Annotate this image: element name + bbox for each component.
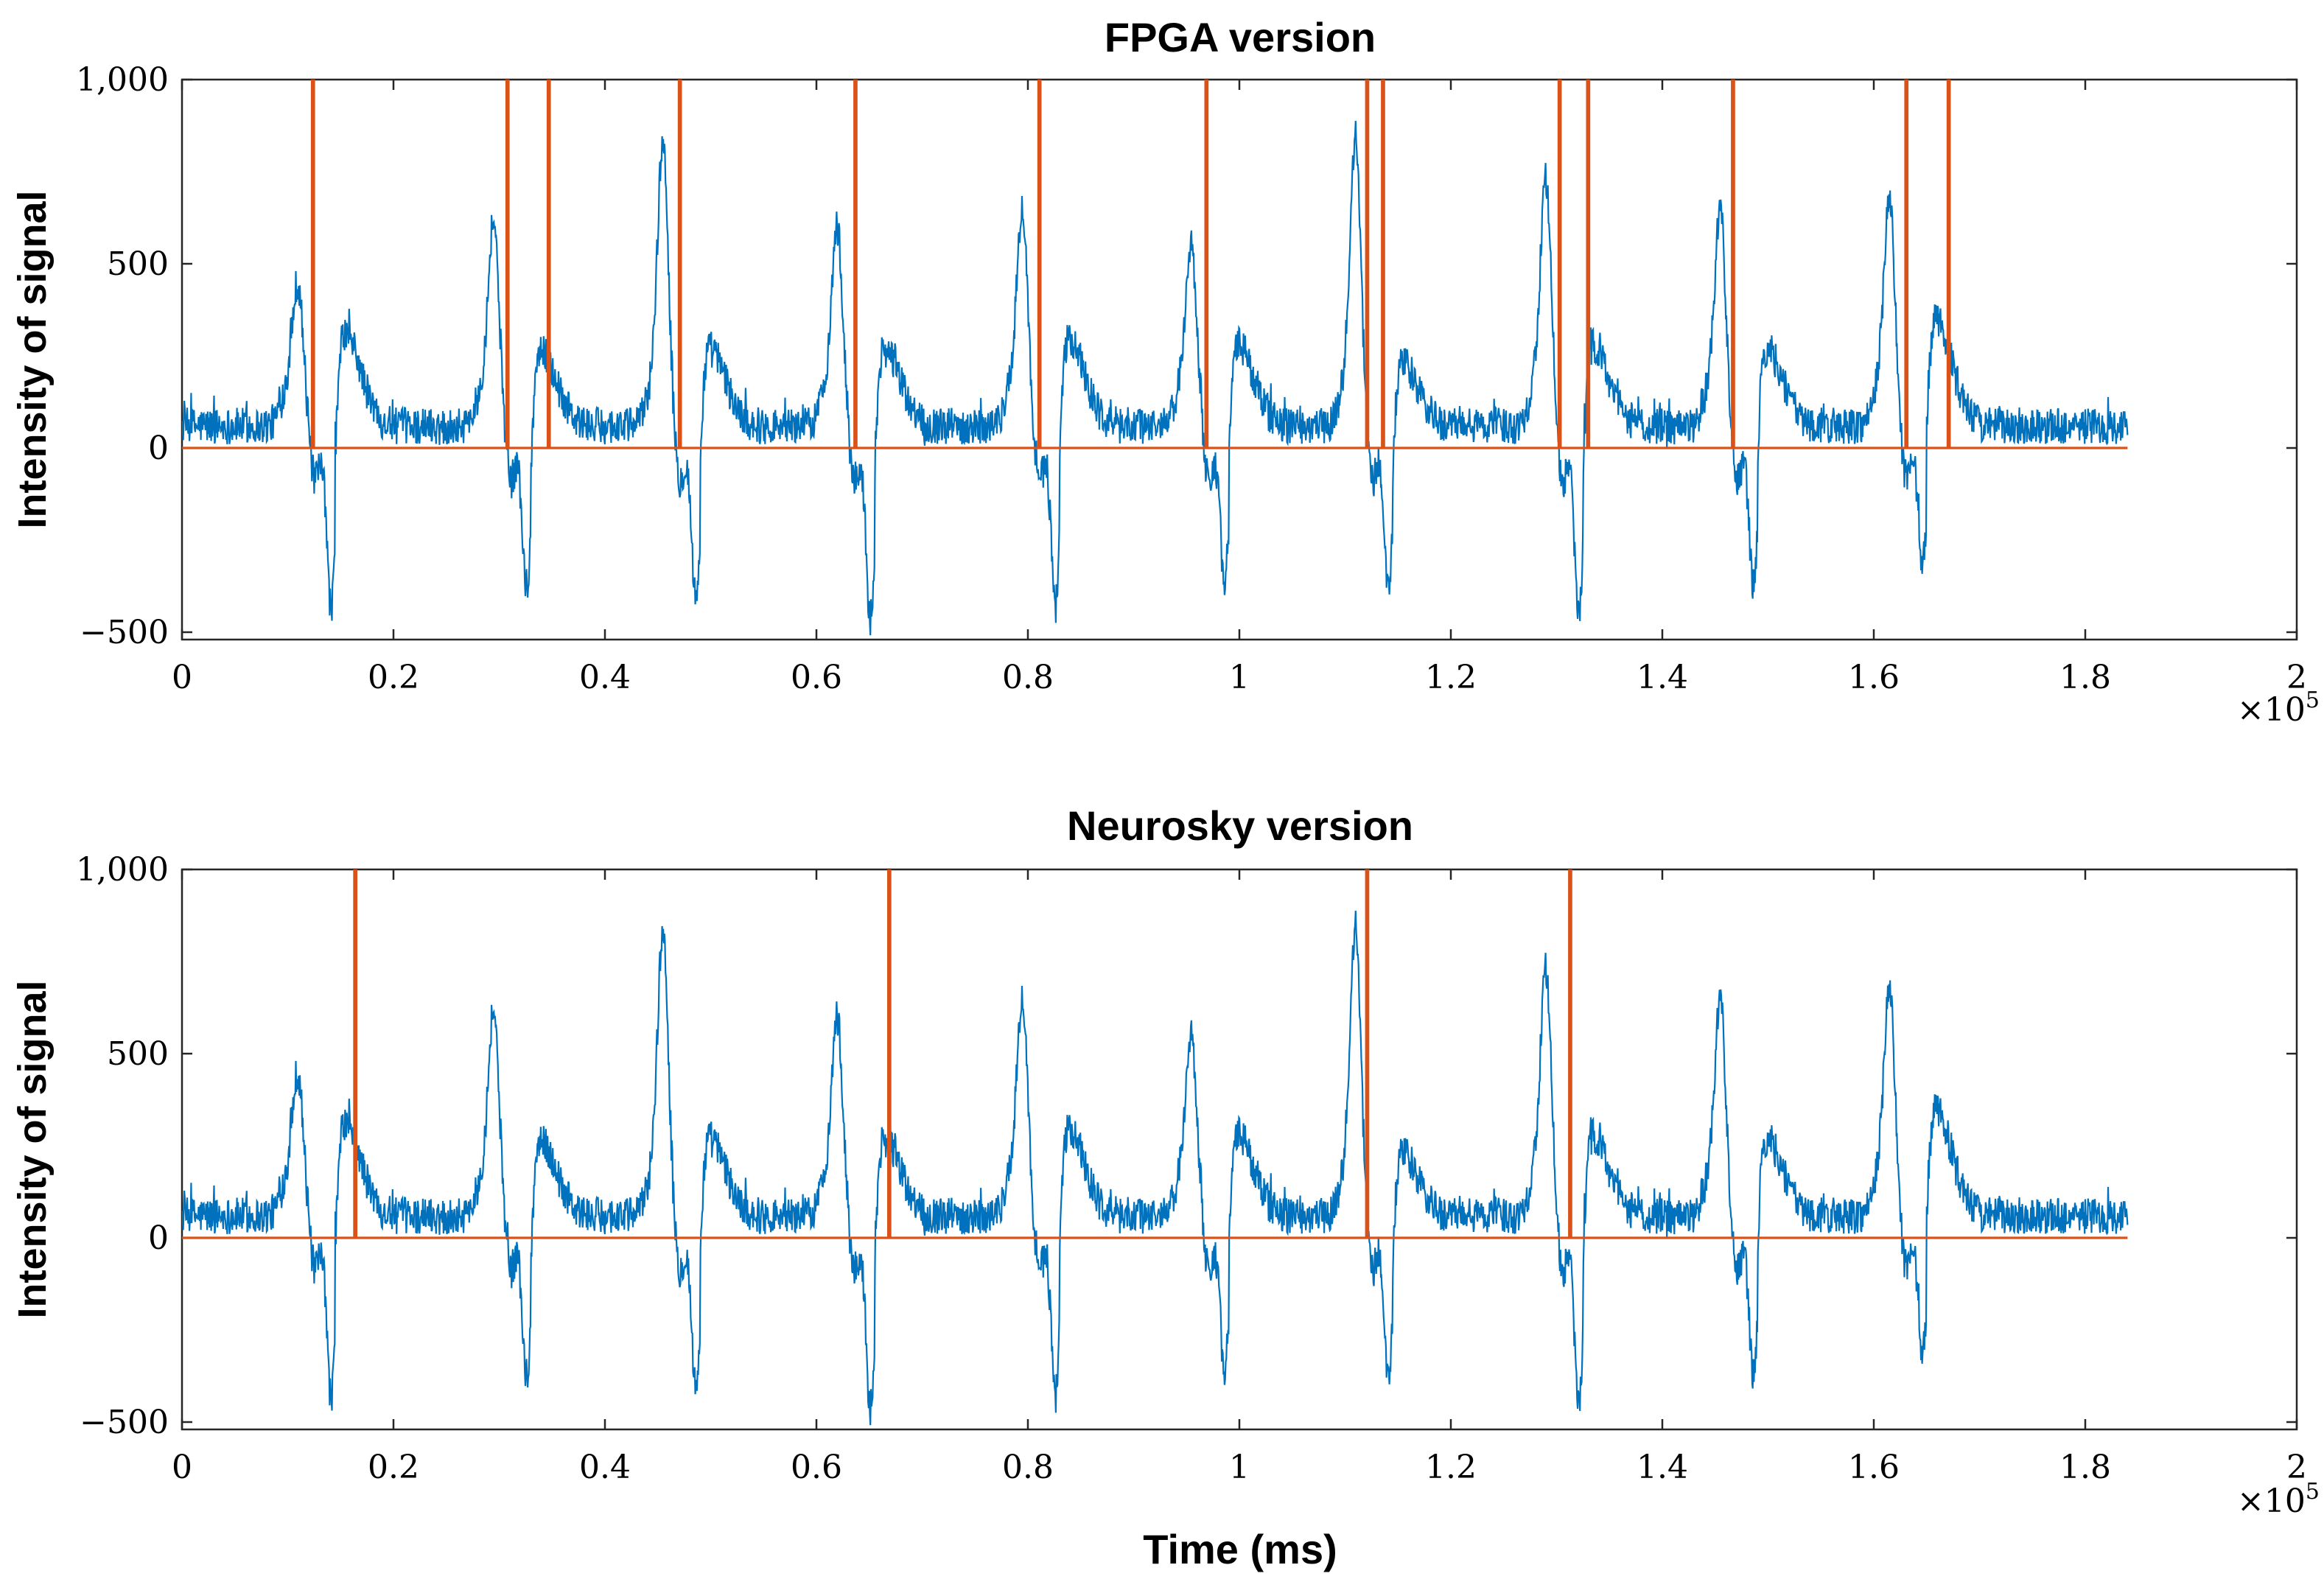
chart-title: FPGA version — [1105, 14, 1376, 60]
x-tick-label: 2 — [2286, 659, 2307, 696]
x-tick-label: 0.2 — [368, 1449, 419, 1486]
y-tick-label: −500 — [80, 614, 169, 651]
chart-panel-neurosky: Neurosky version Intensity of signal 0 0.… — [10, 802, 2320, 1520]
x-tick-label: 1.2 — [1425, 1449, 1477, 1486]
y-axis-label: Intensity of signal — [10, 980, 55, 1318]
x-tick-label: 0.8 — [1002, 659, 1054, 696]
series-line-events — [182, 80, 2128, 449]
x-tick-label: 1.6 — [1848, 659, 1900, 696]
y-tick-label: 1,000 — [76, 61, 169, 99]
chart-title: Neurosky version — [1067, 802, 1413, 849]
x-tick-label: 1.2 — [1425, 659, 1477, 696]
x-tick-label: 2 — [2286, 1449, 2307, 1486]
y-tick-label: 500 — [107, 245, 169, 283]
x-tick-label: 0.2 — [368, 659, 419, 696]
x-axis-label: Time (ms) — [1143, 1526, 1337, 1572]
y-tick-label: −500 — [80, 1404, 169, 1441]
y-axis-label: Intensity of signal — [10, 190, 55, 528]
x-tick-label: 0.4 — [579, 1449, 631, 1486]
x-tick-label: 1.4 — [1637, 1449, 1688, 1486]
x-tick-label: 0 — [172, 1449, 192, 1486]
x-tick-label: 1.8 — [2059, 1449, 2111, 1486]
x-tick-label: 1.8 — [2059, 659, 2111, 696]
series-line-events — [182, 869, 2128, 1239]
x-tick-label: 1 — [1229, 659, 1250, 696]
x-tick-label: 0.4 — [579, 659, 631, 696]
x-tick-label: 1 — [1229, 1449, 1250, 1486]
series-line-signal — [182, 910, 2129, 1426]
y-tick-label: 500 — [107, 1035, 169, 1073]
x-axis-multiplier: ×105 — [2237, 1479, 2320, 1520]
x-tick-label: 0.6 — [791, 659, 842, 696]
x-tick-label: 0 — [172, 659, 192, 696]
x-tick-label: 0.8 — [1002, 1449, 1054, 1486]
x-tick-label: 1.6 — [1848, 1449, 1900, 1486]
chart-panel-fpga: FPGA version Intensity of signal 0 0.2 0.4… — [10, 14, 2320, 729]
x-tick-label: 1.4 — [1637, 659, 1688, 696]
x-tick-label: 0.6 — [791, 1449, 842, 1486]
x-axis-multiplier: ×105 — [2237, 687, 2320, 729]
y-tick-label: 1,000 — [76, 851, 169, 889]
y-tick-label: 0 — [148, 430, 169, 467]
y-tick-label: 0 — [148, 1219, 169, 1257]
